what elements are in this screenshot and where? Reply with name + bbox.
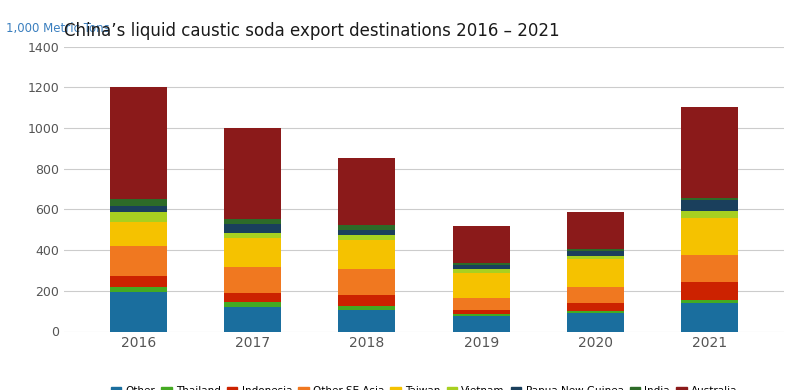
Bar bbox=[110, 246, 167, 276]
Bar bbox=[224, 233, 281, 238]
Bar bbox=[224, 238, 281, 268]
Bar bbox=[567, 303, 624, 311]
Bar bbox=[681, 198, 738, 200]
Bar bbox=[453, 310, 510, 314]
Bar bbox=[681, 300, 738, 303]
Bar bbox=[110, 199, 167, 206]
Bar bbox=[338, 306, 395, 310]
Bar bbox=[681, 282, 738, 300]
Bar bbox=[453, 269, 510, 273]
Legend: Other, Thailand, Indonesia, Other SE Asia, Taiwan, Vietnam, Papua New Guinea, In: Other, Thailand, Indonesia, Other SE Asi… bbox=[106, 382, 742, 390]
Bar bbox=[567, 251, 624, 256]
Bar bbox=[681, 107, 738, 198]
Bar bbox=[453, 273, 510, 298]
Bar bbox=[224, 219, 281, 224]
Bar bbox=[224, 128, 281, 219]
Bar bbox=[224, 307, 281, 332]
Bar bbox=[567, 313, 624, 332]
Bar bbox=[567, 211, 624, 249]
Bar bbox=[453, 314, 510, 316]
Bar bbox=[338, 240, 395, 269]
Bar bbox=[681, 200, 738, 211]
Bar bbox=[338, 230, 395, 235]
Bar bbox=[338, 225, 395, 230]
Text: China’s liquid caustic soda export destinations 2016 – 2021: China’s liquid caustic soda export desti… bbox=[64, 22, 560, 40]
Bar bbox=[567, 287, 624, 303]
Bar bbox=[110, 276, 167, 287]
Bar bbox=[110, 206, 167, 211]
Bar bbox=[224, 293, 281, 302]
Bar bbox=[110, 292, 167, 332]
Bar bbox=[453, 298, 510, 310]
Bar bbox=[224, 224, 281, 233]
Bar bbox=[681, 218, 738, 255]
Bar bbox=[567, 249, 624, 251]
Bar bbox=[338, 235, 395, 240]
Bar bbox=[681, 211, 738, 218]
Bar bbox=[453, 226, 510, 263]
Bar bbox=[338, 269, 395, 295]
Text: 1,000 Metric Tons: 1,000 Metric Tons bbox=[6, 22, 110, 35]
Bar bbox=[338, 295, 395, 306]
Bar bbox=[110, 87, 167, 199]
Bar bbox=[453, 266, 510, 269]
Bar bbox=[110, 222, 167, 246]
Bar bbox=[338, 158, 395, 225]
Bar bbox=[681, 255, 738, 282]
Bar bbox=[567, 311, 624, 313]
Bar bbox=[453, 316, 510, 332]
Bar bbox=[567, 256, 624, 259]
Bar bbox=[224, 268, 281, 293]
Bar bbox=[338, 310, 395, 332]
Bar bbox=[224, 302, 281, 307]
Bar bbox=[110, 211, 167, 222]
Bar bbox=[567, 259, 624, 287]
Bar bbox=[453, 263, 510, 266]
Bar bbox=[110, 287, 167, 292]
Bar bbox=[681, 303, 738, 332]
